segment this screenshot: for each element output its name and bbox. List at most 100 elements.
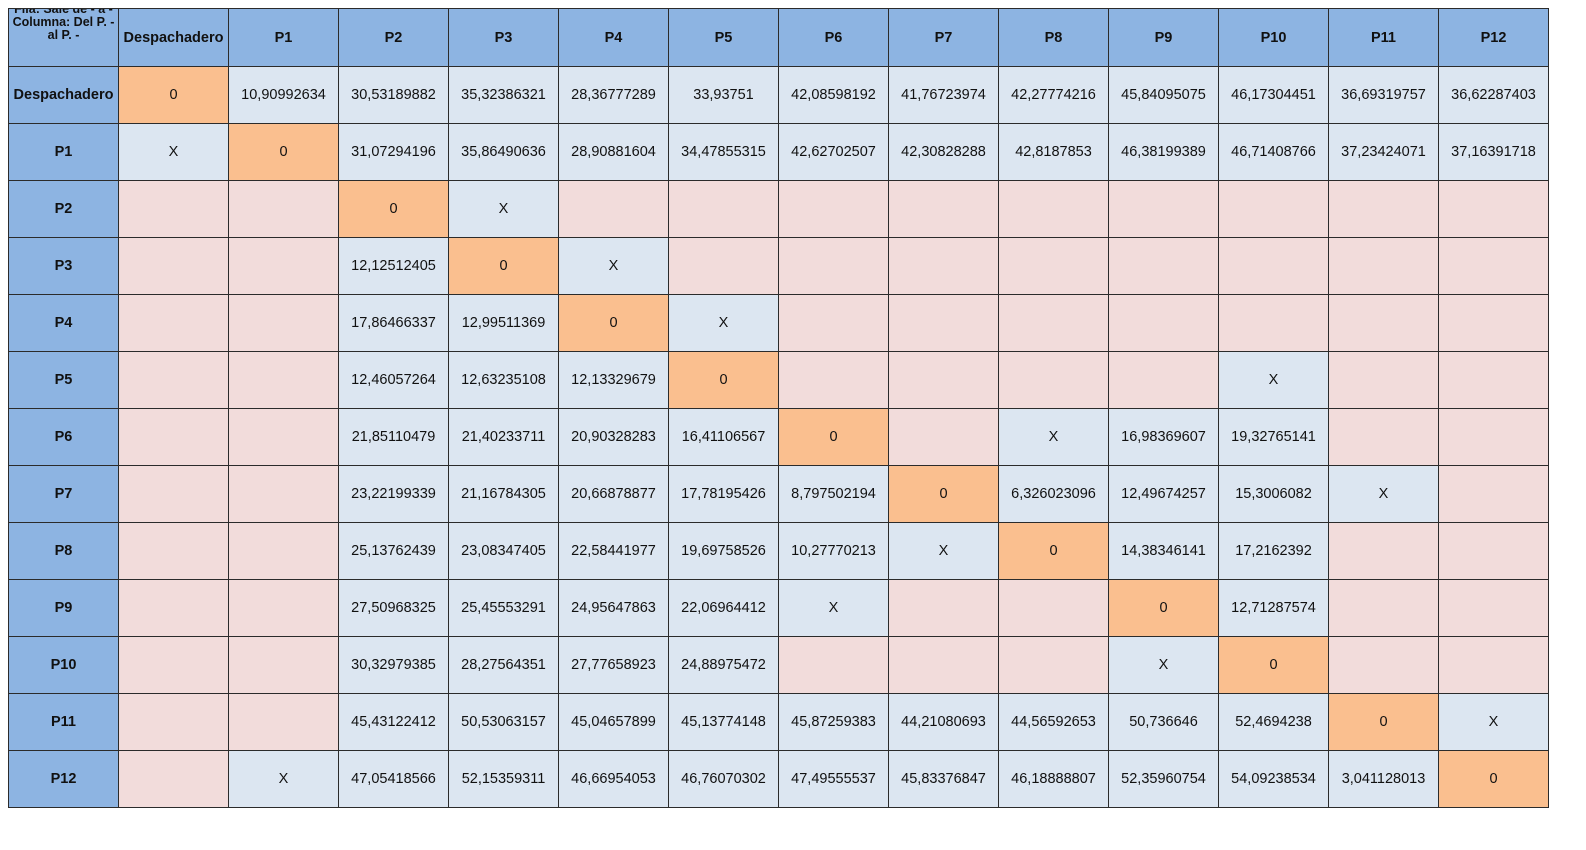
empty-cell	[1438, 522, 1549, 580]
value-cell: 50,736646	[1108, 693, 1219, 751]
value-cell: 46,17304451	[1218, 66, 1329, 124]
empty-cell	[998, 180, 1109, 238]
value-cell: 35,86490636	[448, 123, 559, 181]
empty-cell	[118, 636, 229, 694]
value-cell: 45,87259383	[778, 693, 889, 751]
diagonal-cell: 0	[448, 237, 559, 295]
empty-cell	[558, 180, 669, 238]
diagonal-cell: 0	[338, 180, 449, 238]
column-header: Despachadero	[118, 8, 229, 67]
empty-cell	[118, 465, 229, 523]
value-cell: 23,08347405	[448, 522, 559, 580]
empty-cell	[118, 351, 229, 409]
table-row: P12 X 47,05418566 52,15359311 46,66954053 46,…	[8, 750, 1549, 808]
diagonal-cell: 0	[228, 123, 339, 181]
value-cell: 45,04657899	[558, 693, 669, 751]
diagonal-cell: 0	[668, 351, 779, 409]
empty-cell	[1218, 180, 1329, 238]
empty-cell	[228, 693, 339, 751]
column-header: P6	[778, 8, 889, 67]
value-cell: 31,07294196	[338, 123, 449, 181]
row-header: Despachadero	[8, 66, 119, 124]
empty-cell	[1438, 579, 1549, 637]
empty-cell	[228, 237, 339, 295]
empty-cell	[1108, 237, 1219, 295]
empty-cell	[1438, 351, 1549, 409]
distance-matrix-container: Fila: Sale de - a - Columna: Del P. - al…	[8, 8, 1549, 808]
value-cell: 28,36777289	[558, 66, 669, 124]
value-cell: 20,66878877	[558, 465, 669, 523]
table-row: P6 21,85110479 21,40233711 20,90328283 16,41…	[8, 408, 1549, 466]
diagonal-cell: 0	[888, 465, 999, 523]
value-cell: 22,58441977	[558, 522, 669, 580]
empty-cell	[1328, 180, 1439, 238]
empty-cell	[118, 522, 229, 580]
value-cell: 12,49674257	[1108, 465, 1219, 523]
corner-label: Fila: Sale de - a - Columna: Del P. - al…	[12, 8, 115, 42]
value-cell: X	[888, 522, 999, 580]
value-cell: 42,08598192	[778, 66, 889, 124]
value-cell: X	[228, 750, 339, 808]
value-cell: 19,32765141	[1218, 408, 1329, 466]
empty-cell	[1438, 180, 1549, 238]
value-cell: X	[448, 180, 559, 238]
value-cell: 8,797502194	[778, 465, 889, 523]
row-header: P2	[8, 180, 119, 238]
empty-cell	[1328, 408, 1439, 466]
row-header: P3	[8, 237, 119, 295]
empty-cell	[778, 180, 889, 238]
column-header: P12	[1438, 8, 1549, 67]
row-header: P7	[8, 465, 119, 523]
empty-cell	[118, 408, 229, 466]
empty-cell	[998, 237, 1109, 295]
diagonal-cell: 0	[558, 294, 669, 352]
value-cell: 17,2162392	[1218, 522, 1329, 580]
empty-cell	[228, 408, 339, 466]
column-header: P1	[228, 8, 339, 67]
empty-cell	[228, 351, 339, 409]
table-row: P7 23,22199339 21,16784305 20,66878877 17,78…	[8, 465, 1549, 523]
value-cell: 28,27564351	[448, 636, 559, 694]
value-cell: 20,90328283	[558, 408, 669, 466]
value-cell: 17,78195426	[668, 465, 779, 523]
value-cell: 52,35960754	[1108, 750, 1219, 808]
value-cell: 22,06964412	[668, 579, 779, 637]
value-cell: 30,53189882	[338, 66, 449, 124]
column-header: P2	[338, 8, 449, 67]
row-header: P11	[8, 693, 119, 751]
empty-cell	[228, 180, 339, 238]
value-cell: X	[118, 123, 229, 181]
value-cell: 37,16391718	[1438, 123, 1549, 181]
row-header: P9	[8, 579, 119, 637]
empty-cell	[228, 579, 339, 637]
value-cell: X	[1438, 693, 1549, 751]
value-cell: 33,93751	[668, 66, 779, 124]
value-cell: 46,38199389	[1108, 123, 1219, 181]
row-header: P12	[8, 750, 119, 808]
empty-cell	[228, 294, 339, 352]
empty-cell	[228, 636, 339, 694]
value-cell: X	[778, 579, 889, 637]
table-row: P3 12,12512405 0 X	[8, 237, 1549, 295]
column-header: P8	[998, 8, 1109, 67]
value-cell: 44,56592653	[998, 693, 1109, 751]
empty-cell	[888, 579, 999, 637]
table-row: Despachadero 0 10,90992634 30,53189882 35,32…	[8, 66, 1549, 124]
value-cell: 24,88975472	[668, 636, 779, 694]
value-cell: 42,27774216	[998, 66, 1109, 124]
empty-cell	[998, 636, 1109, 694]
empty-cell	[1108, 351, 1219, 409]
value-cell: 19,69758526	[668, 522, 779, 580]
empty-cell	[998, 294, 1109, 352]
empty-cell	[118, 180, 229, 238]
value-cell: 10,27770213	[778, 522, 889, 580]
value-cell: 37,23424071	[1328, 123, 1439, 181]
value-cell: 21,40233711	[448, 408, 559, 466]
row-header: P5	[8, 351, 119, 409]
empty-cell	[1108, 294, 1219, 352]
value-cell: 15,3006082	[1218, 465, 1329, 523]
empty-cell	[1328, 237, 1439, 295]
empty-cell	[888, 408, 999, 466]
value-cell: 34,47855315	[668, 123, 779, 181]
value-cell: 21,85110479	[338, 408, 449, 466]
